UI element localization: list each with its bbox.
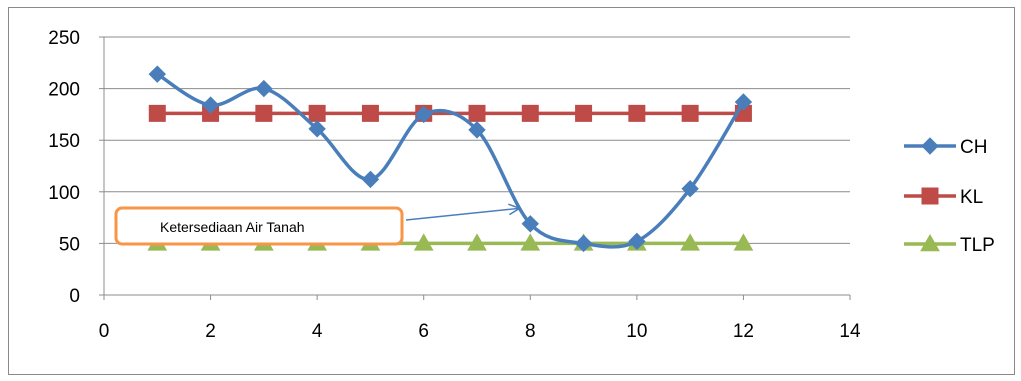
- data-point-KL-5: [361, 104, 379, 122]
- data-point-CH-3: [255, 79, 273, 98]
- x-tick-label: 12: [733, 321, 754, 342]
- data-point-KL-4: [308, 104, 326, 122]
- legend-marker-CH: [921, 137, 939, 155]
- x-tick-label: 2: [205, 321, 216, 342]
- data-point-CH-5: [361, 170, 380, 189]
- data-point-KL-3: [255, 104, 273, 122]
- data-point-CH-2: [201, 96, 220, 114]
- annotation-arrow-head: [508, 203, 522, 216]
- data-point-TLP-6: [413, 233, 434, 251]
- y-tick-label: 250: [48, 28, 80, 49]
- data-point-CH-7: [468, 121, 486, 139]
- x-tick-label: 0: [99, 321, 110, 342]
- x-tick-label: 4: [312, 321, 323, 342]
- legend-marker-TLP: [920, 233, 940, 252]
- data-point-KL-8: [521, 104, 539, 122]
- data-point-KL-11: [681, 104, 699, 122]
- x-tick-label: 14: [839, 321, 861, 342]
- data-point-CH-12: [734, 93, 753, 111]
- legend-item-KL: KL: [904, 187, 983, 208]
- tick-labels: 0 50 100 150 200 250 0 2 4 6 8 10 12 14: [48, 28, 861, 342]
- data-point-TLP-11: [680, 233, 701, 251]
- legend-label-KL: KL: [960, 187, 983, 208]
- legend-item-CH: CH: [904, 137, 987, 158]
- axes: [99, 36, 851, 300]
- data-point-CH-1: [148, 65, 166, 83]
- data-point-CH-10: [628, 232, 646, 251]
- annotation-arrow-line: [405, 207, 520, 221]
- data-point-KL-9: [575, 104, 593, 122]
- y-tick-label: 100: [48, 183, 80, 204]
- data-point-CH-11: [681, 179, 699, 198]
- data-point-TLP-8: [520, 233, 541, 251]
- x-tick-label: 8: [525, 321, 536, 342]
- data-point-KL-1: [148, 104, 166, 122]
- y-tick-label: 0: [69, 286, 80, 307]
- data-point-CH-8: [521, 215, 539, 233]
- x-tick-label: 10: [626, 321, 647, 342]
- legend-label-CH: CH: [960, 137, 987, 158]
- y-tick-label: 200: [48, 80, 80, 101]
- data-point-CH-4: [308, 120, 326, 138]
- data-point-KL-10: [628, 104, 646, 122]
- legend-item-TLP: TLP: [904, 233, 995, 256]
- annotation-box: [114, 206, 404, 246]
- annotation: Ketersediaan Air Tanah: [114, 203, 522, 246]
- legend-label-TLP: TLP: [960, 235, 995, 256]
- data-point-CH-9: [574, 234, 593, 253]
- legend-marker-KL: [921, 187, 939, 205]
- y-tick-label: 50: [59, 234, 80, 255]
- data-point-TLP-7: [467, 233, 487, 251]
- series-CH: [148, 65, 753, 253]
- legend: CH KL TLP: [904, 137, 995, 256]
- data-point-TLP-12: [733, 233, 754, 251]
- y-tick-label: 150: [48, 131, 80, 152]
- data-point-CH-6: [415, 105, 433, 124]
- x-tick-label: 6: [418, 321, 429, 342]
- data-point-KL-7: [468, 104, 486, 122]
- annotation-text: Ketersediaan Air Tanah: [160, 219, 305, 235]
